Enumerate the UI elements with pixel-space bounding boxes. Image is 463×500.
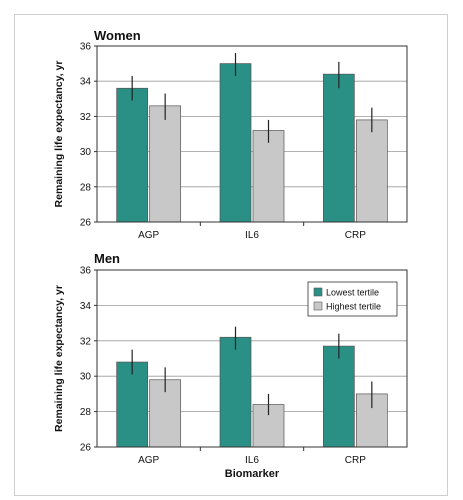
y-tick-label-1-2: 30 — [80, 372, 92, 383]
legend-swatch-0 — [313, 287, 323, 297]
y-tick-label-1-0: 26 — [80, 443, 92, 454]
bar-0-highest-tertile-crp — [355, 119, 388, 223]
y-tick-label-0-3: 32 — [80, 112, 92, 123]
panel-title-1: Men — [94, 251, 120, 266]
y-tick-label-1-4: 34 — [80, 301, 92, 312]
bar-0-lowest-tertile-agp — [116, 87, 149, 223]
x-tick-label-1-1: IL6 — [245, 455, 259, 466]
y-tick-label-0-4: 34 — [80, 77, 92, 88]
bar-0-lowest-tertile-crp — [322, 73, 355, 223]
y-tick-label-0-1: 28 — [80, 182, 92, 193]
x-tick-label-0-0: AGP — [138, 230, 159, 241]
x-tick-label-0-2: CRP — [345, 230, 366, 241]
bar-1-lowest-tertile-agp — [116, 361, 149, 448]
bar-0-highest-tertile-agp — [149, 105, 182, 223]
y-axis-label-1: Remaining life expectancy, yr — [53, 285, 65, 432]
y-tick-label-1-1: 28 — [80, 407, 92, 418]
x-tick-label-1-2: CRP — [345, 455, 366, 466]
y-axis-label-0: Remaining life expectancy, yr — [53, 61, 65, 208]
y-tick-label-1-5: 36 — [80, 266, 92, 277]
panel-title-0: Women — [94, 28, 141, 43]
y-tick-label-0-5: 36 — [80, 42, 92, 53]
bar-1-lowest-tertile-crp — [322, 345, 355, 448]
x-axis-label-1: Biomarker — [225, 468, 280, 480]
y-tick-label-0-2: 30 — [80, 147, 92, 158]
legend-swatch-1 — [313, 301, 323, 311]
bar-0-lowest-tertile-il6 — [219, 63, 252, 223]
bar-1-lowest-tertile-il6 — [219, 336, 252, 448]
x-tick-label-0-1: IL6 — [245, 230, 259, 241]
bar-0-highest-tertile-il6 — [252, 130, 285, 223]
y-tick-label-1-3: 32 — [80, 336, 92, 347]
legend-label-1: Highest tertile — [326, 302, 381, 312]
plot-border-1 — [96, 269, 408, 448]
legend-box — [307, 281, 398, 317]
plot-border-0 — [96, 45, 408, 223]
y-tick-label-0-0: 26 — [80, 218, 92, 229]
x-tick-label-1-0: AGP — [138, 455, 159, 466]
legend-label-0: Lowest tertile — [326, 288, 379, 298]
